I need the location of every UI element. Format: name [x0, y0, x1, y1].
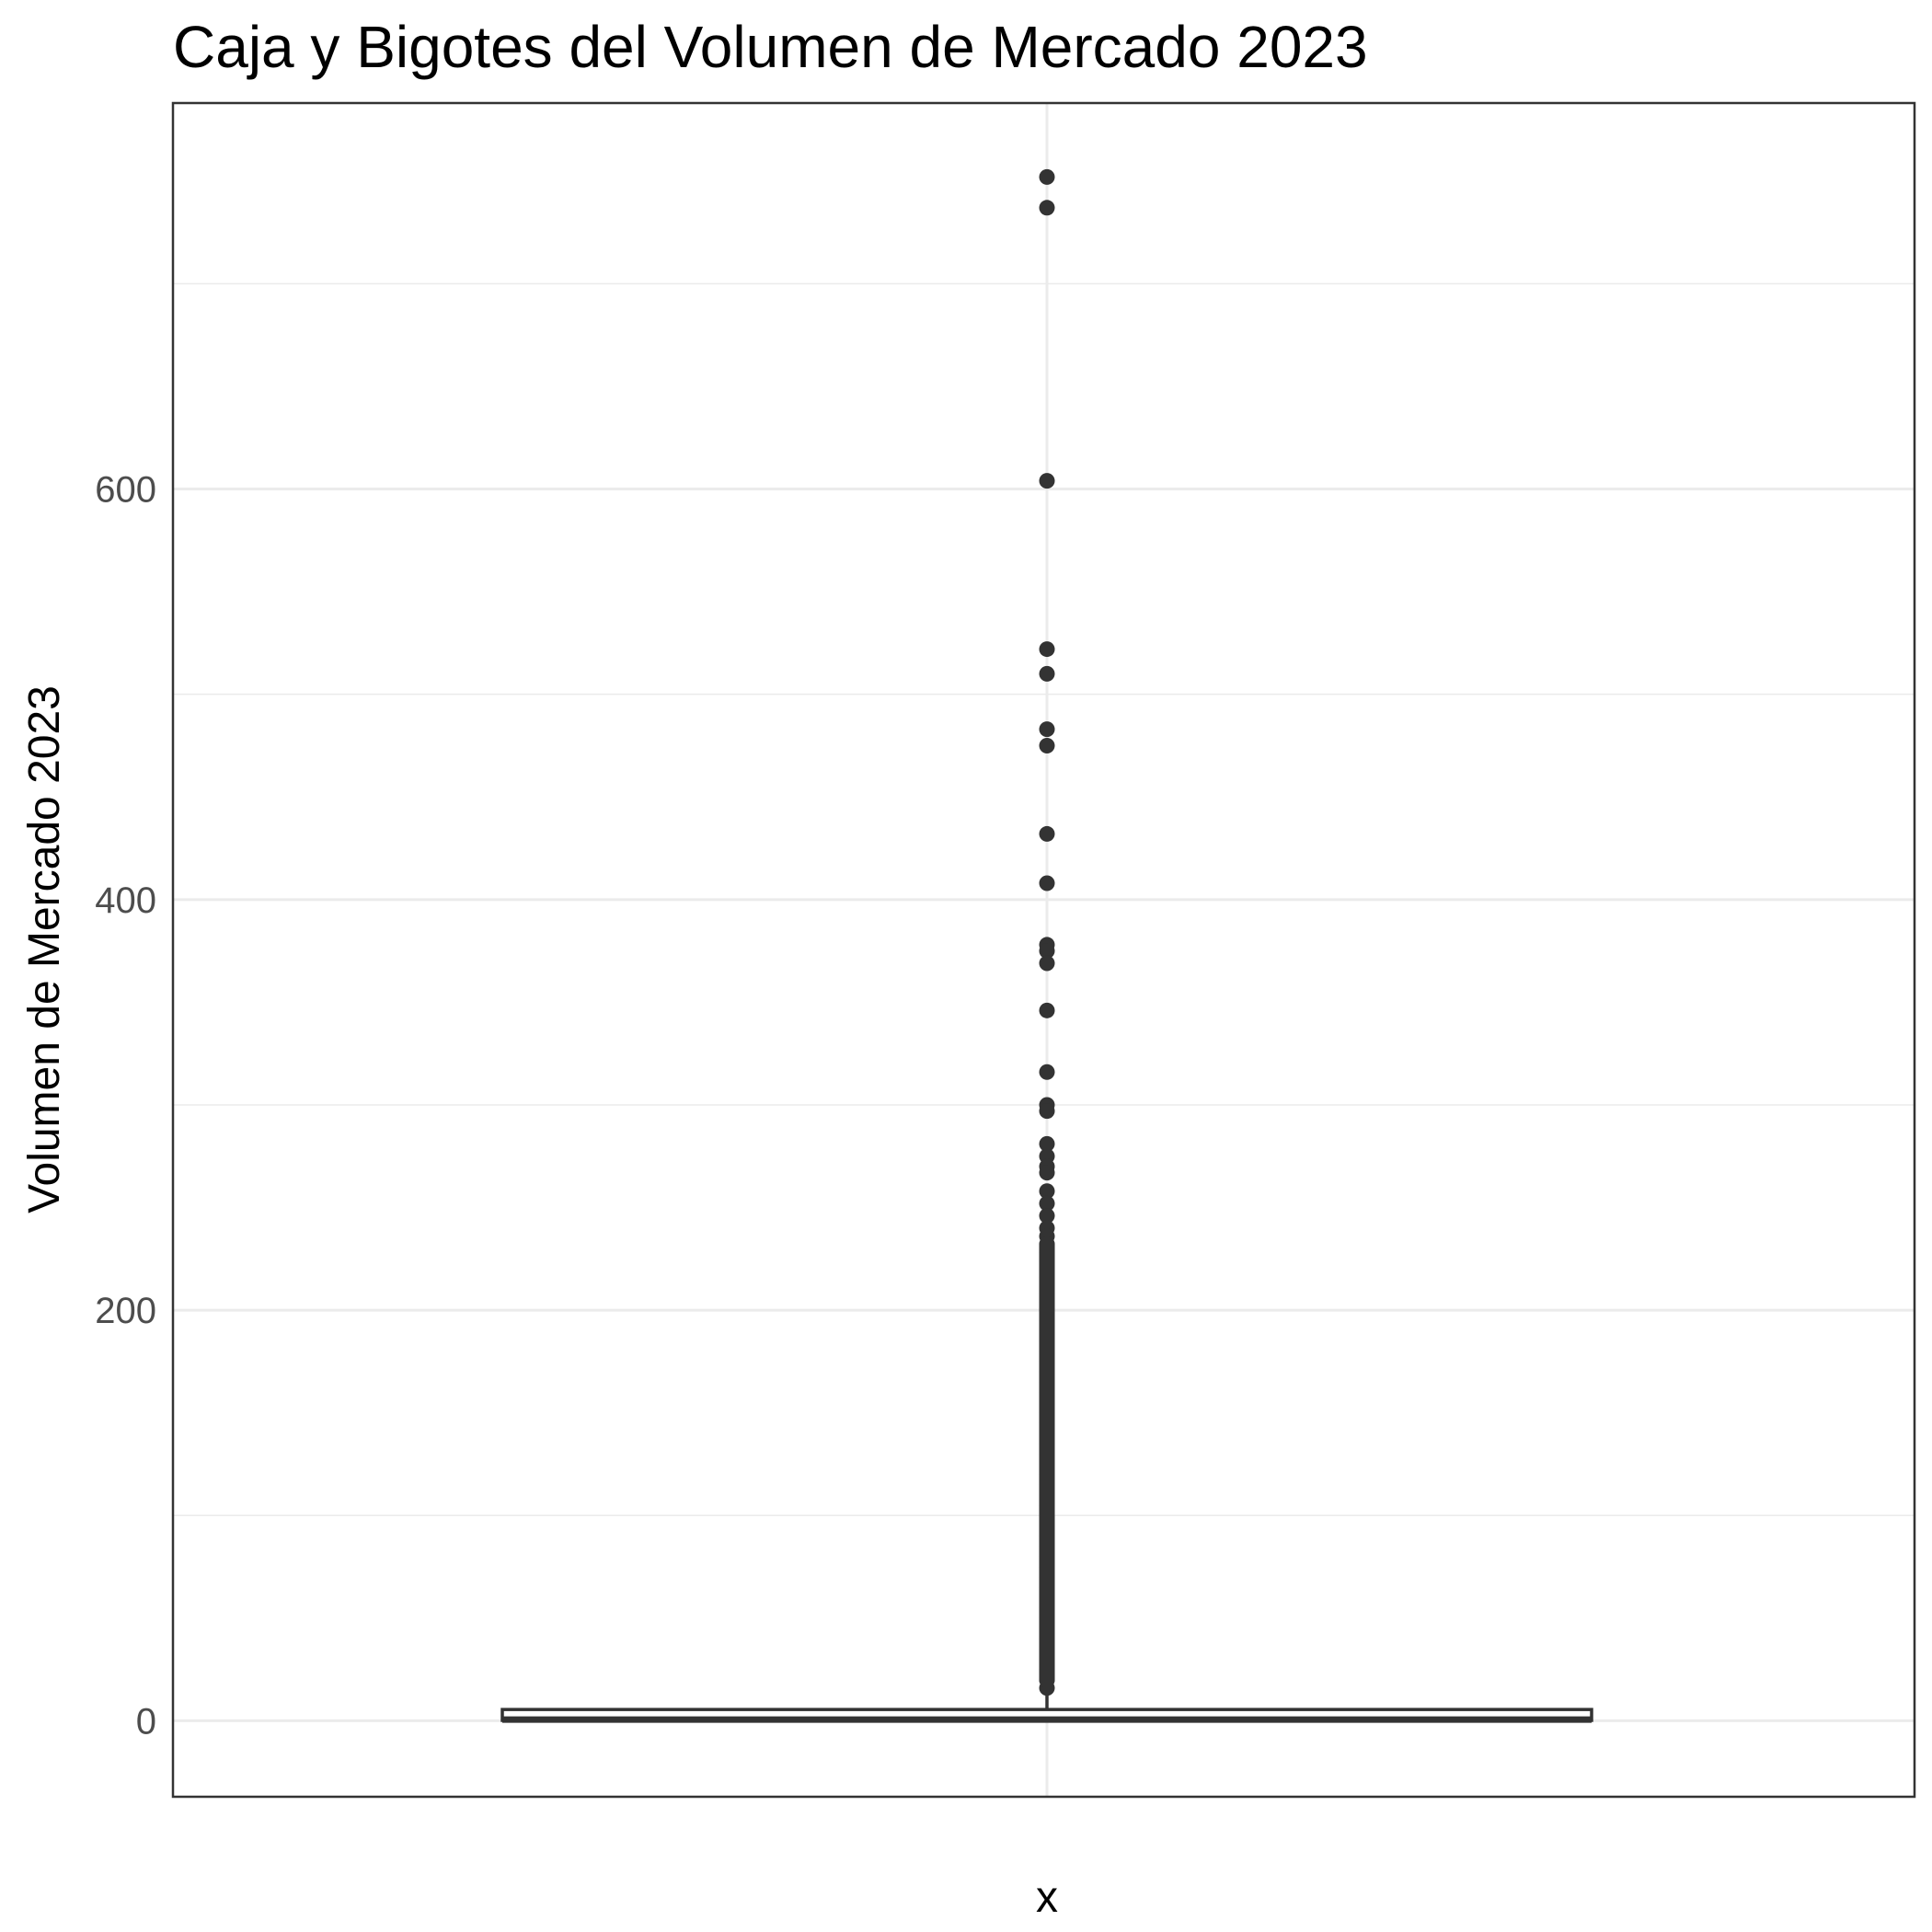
outlier-point: [1039, 737, 1055, 753]
outlier-point: [1039, 200, 1055, 216]
outlier-point: [1039, 955, 1055, 972]
outlier-point: [1039, 1183, 1055, 1200]
outlier-point: [1039, 1103, 1055, 1120]
outlier-point: [1039, 1135, 1055, 1152]
outlier-point: [1039, 473, 1055, 489]
outlier-point: [1039, 943, 1055, 960]
outlier-point: [1039, 168, 1055, 185]
outlier-point: [1039, 875, 1055, 891]
outlier-cluster: [1039, 1236, 1055, 1688]
outlier-point: [1039, 721, 1055, 738]
chart-title: Caja y Bigotes del Volumen de Mercado 20…: [173, 14, 1368, 80]
outlier-point: [1039, 825, 1055, 842]
y-axis-title: Volumen de Mercado 2023: [20, 685, 69, 1213]
panel-border: [171, 101, 1916, 1799]
y-tick-label: 400: [95, 880, 156, 921]
outlier-point: [1039, 1002, 1055, 1018]
box-plot: [500, 1694, 1593, 1723]
outlier-point: [1039, 1165, 1055, 1181]
outlier-point: [1039, 641, 1055, 658]
outlier-point: [1039, 1195, 1055, 1212]
y-axis-ticks: 0 200 400 600: [95, 470, 156, 1742]
x-axis-title: x: [1036, 1873, 1058, 1922]
outlier-point: [1039, 1064, 1055, 1080]
outlier-point: [1039, 1207, 1055, 1224]
y-tick-label: 200: [95, 1291, 156, 1331]
plot-panel: [171, 101, 1916, 1799]
y-tick-label: 0: [136, 1701, 156, 1742]
y-tick-label: 600: [95, 470, 156, 511]
outlier-points: [1039, 168, 1055, 1696]
outlier-point: [1039, 665, 1055, 682]
